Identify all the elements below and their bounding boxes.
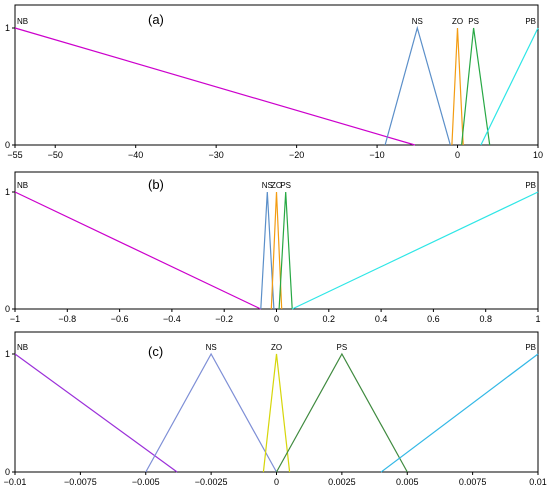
panel-b-ytick-label: 0	[5, 304, 10, 314]
panel-a-xtick-label: −40	[128, 150, 143, 160]
panel-a-label-zo: ZO	[452, 17, 463, 26]
panel-a-label-nb: NB	[17, 17, 28, 26]
panel-c-xtick-label: 0.005	[396, 477, 419, 487]
panel-c-xtick-label: 0.01	[529, 477, 547, 487]
panel-b-series-ns	[260, 191, 275, 310]
panel-a-xtick-label: −20	[289, 150, 304, 160]
panel-c-label-nb: NB	[17, 343, 28, 352]
panel-b-label: (b)	[148, 177, 164, 192]
panel-b-series-nb	[14, 191, 262, 310]
panel-b-xtick-label: −1	[10, 314, 20, 324]
panel-a-xtick-label: −55	[7, 150, 22, 160]
panel-c-series-ps	[275, 352, 408, 473]
panel-c-xtick-label: 0.0075	[459, 477, 487, 487]
panel-b-label-pb: PB	[525, 181, 536, 190]
panel-b-xtick-label: −0.2	[215, 314, 233, 324]
panel-b-label-ns: NS	[262, 181, 273, 190]
panel-b-series-ps	[278, 191, 293, 310]
panel-a-label-ps: PS	[468, 17, 479, 26]
panel-a-ytick-label: 1	[5, 23, 10, 33]
panel-a-series-ns	[384, 25, 451, 146]
panel-b-xtick-label: −0.6	[111, 314, 129, 324]
panel-b-series-pb	[291, 191, 539, 310]
panel-c-label: (c)	[148, 344, 163, 359]
panel-a-xtick-label: −30	[209, 150, 224, 160]
panel-c-series-ns	[145, 352, 278, 473]
panel-c-series-pb	[380, 353, 539, 473]
panel-c-series-zo	[262, 353, 291, 473]
panel-c-xtick-label: 0	[274, 477, 279, 487]
panel-b-xtick-label: 0.4	[375, 314, 388, 324]
panel-c-label-pb: PB	[525, 343, 536, 352]
panel-a-xtick-label: −10	[369, 150, 384, 160]
panel-b-ytick-label: 1	[5, 187, 10, 197]
panel-a-label-ns: NS	[412, 17, 423, 26]
panel-c-ytick-label: 0	[5, 467, 10, 477]
panel-c-frame	[14, 331, 539, 473]
panel-c: (c) −0.01 −0.0075 −0.005 −0.0025 0 0.0025 0.00…	[4, 331, 547, 487]
panel-c-label-zo: ZO	[271, 343, 282, 352]
panel-c-xtick-label: −0.0025	[195, 477, 228, 487]
panel-a-ytick-label: 0	[5, 140, 10, 150]
panel-a-xtick-label: 0	[455, 150, 460, 160]
panel-b-xtick-label: −0.8	[58, 314, 76, 324]
panel-a-label: (a)	[148, 12, 164, 27]
panel-b-label-zo: ZO	[271, 181, 282, 190]
panel-b-label-nb: NB	[17, 181, 28, 190]
panel-b-xtick-label: 0.8	[479, 314, 492, 324]
panel-b-xtick-label: 1	[535, 314, 540, 324]
panel-b-xtick-label: 0.2	[323, 314, 336, 324]
panel-a-xtick-label: −50	[48, 150, 63, 160]
panel-a-series-pb	[480, 27, 539, 146]
panel-c-series-nb	[14, 353, 178, 473]
panel-c-label-ps: PS	[337, 343, 348, 352]
panel-c-ytick-label: 1	[5, 349, 10, 359]
panel-c-xtick-label: −0.0075	[64, 477, 97, 487]
panel-a: (a) −55 −50 −40 −30 −20 −10 0 10 0 1 NB NS ZO PS PB	[5, 4, 543, 160]
panel-c-label-ns: NS	[206, 343, 217, 352]
panel-b: (b) −1 −0.8 −0.6 −0.4 −0.2 0 0.2 0.4 0.6 0.8 1 0 1 NB…	[5, 171, 541, 324]
panel-a-series-nb	[14, 27, 416, 146]
panel-a-label-pb: PB	[525, 17, 536, 26]
panel-b-label-ps: PS	[280, 181, 291, 190]
panel-c-xtick-label: −0.005	[132, 477, 160, 487]
panel-a-series-zo	[451, 27, 464, 146]
panel-b-series-zo	[270, 191, 283, 310]
panel-a-frame	[14, 4, 539, 146]
panel-b-xtick-label: −0.4	[163, 314, 181, 324]
panel-c-xtick-label: 0.0025	[328, 477, 356, 487]
panel-a-xtick-label: 10	[533, 150, 543, 160]
panel-b-xtick-label: 0.6	[427, 314, 440, 324]
panel-b-xtick-label: 0	[274, 314, 279, 324]
panel-c-xtick-label: −0.01	[4, 477, 27, 487]
panel-a-series-ps	[461, 27, 491, 146]
